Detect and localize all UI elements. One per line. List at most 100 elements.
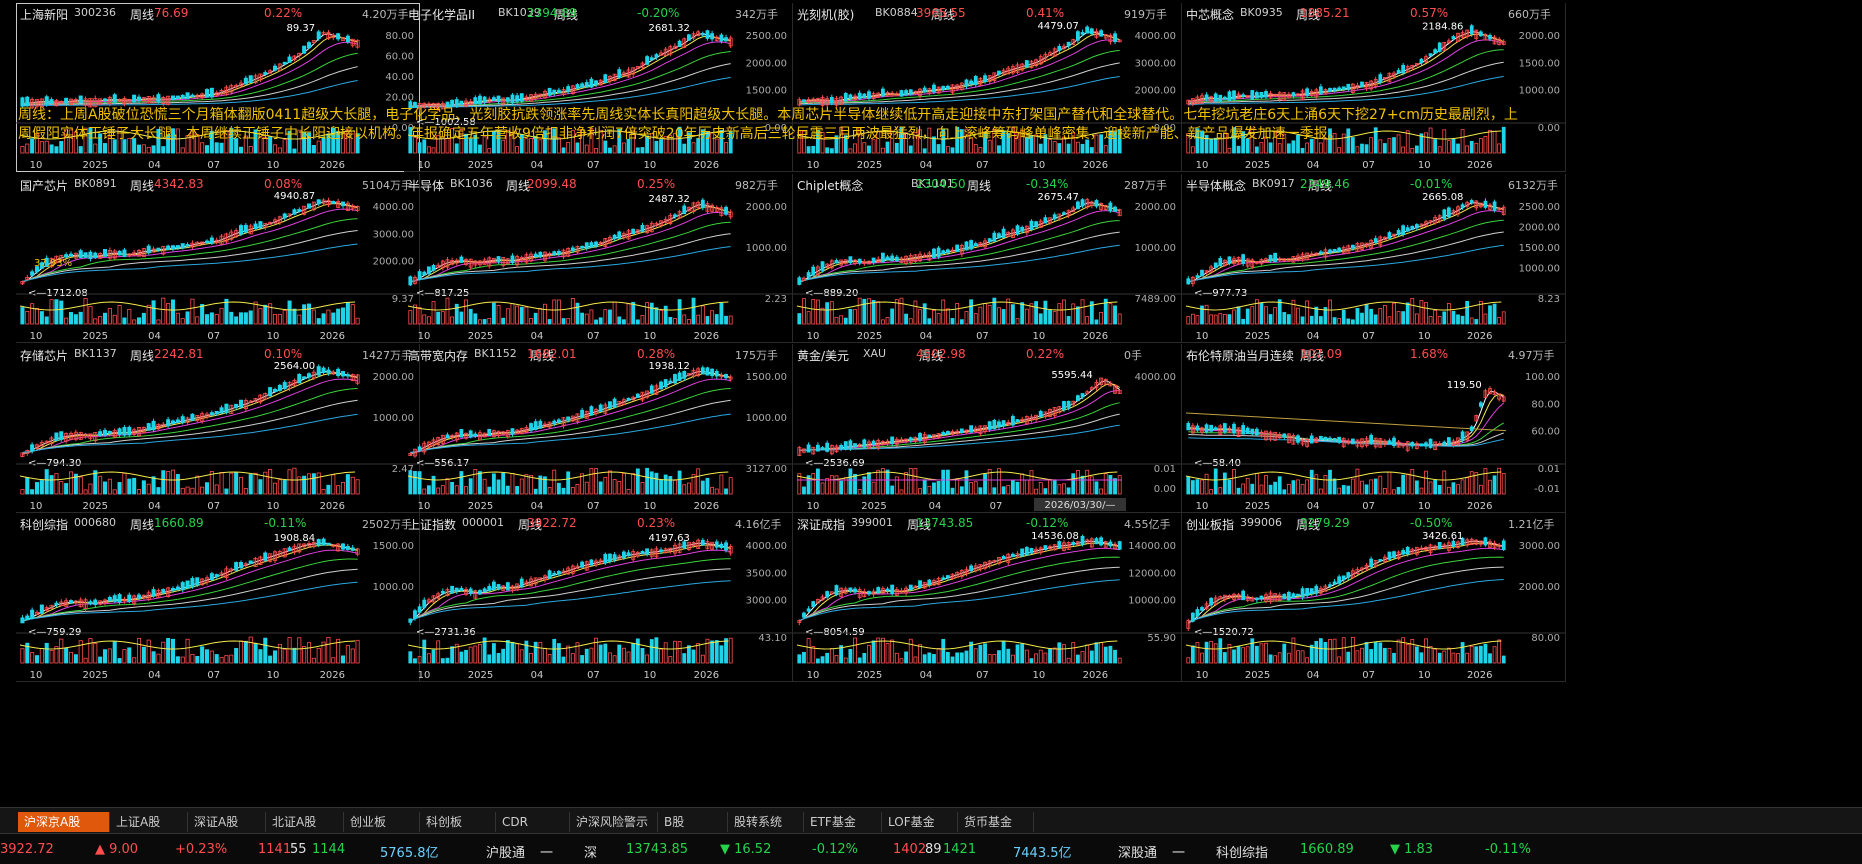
chart-panel[interactable]: 电子化学品II BK1039 周线 2394.89 -0.20% 342万手 2681.32… <box>404 3 793 172</box>
tab-market[interactable]: 货币基金 <box>958 812 1034 832</box>
tab-market[interactable]: 股转系统 <box>728 812 804 832</box>
candle-body <box>969 240 974 250</box>
candle-body <box>1446 40 1451 44</box>
chart-panel[interactable]: 光刻机(胶) BK0884 周线 3965.55 0.41% 919万手 4479.07 40… <box>793 3 1182 172</box>
chart-panel[interactable]: 深证成指 399001 周线 13743.85 -0.12% 4.55亿手 14536.08… <box>793 513 1182 682</box>
tab-market[interactable]: 北证A股 <box>266 812 344 832</box>
volume-bar <box>1071 132 1076 154</box>
candle-body <box>626 230 631 240</box>
tab-market[interactable]: 沪深风险警示 <box>570 812 658 832</box>
candle-body <box>1369 434 1374 444</box>
candle-body <box>321 367 326 374</box>
candle-body <box>834 585 839 595</box>
candle-body <box>454 99 459 107</box>
candle-body <box>180 94 185 99</box>
x-axis-label: 2026 <box>694 331 719 342</box>
candle-body <box>1108 202 1113 212</box>
tab-market[interactable]: 创业板 <box>344 812 420 832</box>
candle-body <box>820 261 825 271</box>
y-tick-label: 1500.00 <box>1519 58 1560 69</box>
candle-body <box>478 432 482 441</box>
volume-bar <box>580 129 585 154</box>
volume-bar <box>890 485 895 495</box>
candle-body <box>468 258 473 268</box>
panel-price: 4502.98 <box>916 347 966 361</box>
sgt-label[interactable]: 深股通 <box>1118 846 1158 861</box>
candle-body <box>151 248 156 253</box>
candle-body <box>141 248 146 258</box>
candle-body <box>829 260 834 269</box>
hgt-label[interactable]: 沪股通 <box>486 846 526 861</box>
volume-bar <box>649 639 654 664</box>
volume-bar <box>894 142 899 154</box>
sh-down-count: 1144 <box>312 842 346 857</box>
volume-tick-label: 0.01 <box>1538 464 1560 475</box>
candle-body <box>686 206 691 212</box>
y-tick-label: 4000.00 <box>1135 372 1176 383</box>
tab-market[interactable]: ETF基金 <box>804 812 882 832</box>
tab-market[interactable]: B股 <box>658 812 728 832</box>
candle-body <box>200 578 205 586</box>
chart-panel[interactable]: 中芯概念 BK0935 周线 1885.21 0.57% 660万手 2184.86 2000… <box>1182 3 1566 172</box>
ma-line <box>410 558 731 622</box>
chart-panel[interactable]: 半导体 BK1036 周线 2099.48 0.25% 982万手 2487.32 <—817… <box>404 174 793 343</box>
chart-panel[interactable]: 上证指数 000001 周线 3922.72 0.23% 4.16亿手 4197.63 <—2… <box>404 513 793 682</box>
candle-body <box>1360 567 1364 571</box>
tab-market[interactable]: 深证A股 <box>188 812 266 832</box>
volume-bar <box>1062 644 1066 664</box>
volume-bar <box>1382 305 1387 325</box>
candle-body <box>1497 544 1502 548</box>
candle-body <box>1218 425 1223 435</box>
candle-body <box>529 423 533 431</box>
candle-body <box>1346 245 1351 254</box>
tab-market[interactable]: LOF基金 <box>882 812 958 832</box>
candle-body <box>806 272 811 278</box>
tab-market[interactable]: 上证A股 <box>110 812 188 832</box>
chart-panel[interactable]: 上海新阳 300236 周线 76.69 0.22% 4.20万手 89.37 80.00 60… <box>16 3 420 172</box>
candle-body <box>1048 52 1052 57</box>
volume-bar <box>802 486 806 495</box>
candle-body <box>272 219 278 224</box>
candle-body <box>1245 95 1250 98</box>
candle-body <box>501 257 506 266</box>
panel-change-pct: 0.28% <box>637 347 676 361</box>
volume-bar <box>1089 476 1094 495</box>
tab-active-market[interactable]: 沪深京A股 <box>18 812 110 832</box>
candle-body <box>88 433 93 439</box>
tab-market[interactable]: 科创板 <box>420 812 496 832</box>
volume-bar <box>459 651 464 664</box>
volume-bar <box>190 653 195 664</box>
chart-panel[interactable]: 黄金/美元 XAU 周线 4502.98 0.22% 0手 5595.44 <—2536.69… <box>793 344 1182 513</box>
candle-body <box>880 88 885 97</box>
candle-body <box>1043 217 1048 224</box>
volume-bar <box>1369 479 1374 495</box>
volume-bar <box>1057 143 1062 154</box>
candle-body <box>224 403 229 413</box>
volume-ma <box>1185 640 1502 650</box>
volume-bar <box>1222 472 1227 495</box>
chart-panel[interactable]: 科创综指 000680 周线 1660.89 -0.11% 2502万手 1908.84 <—… <box>16 513 420 682</box>
candle-body <box>1195 609 1200 617</box>
volume-bar <box>932 654 936 664</box>
x-axis-label: 04 <box>920 331 933 342</box>
volume-bar <box>1318 142 1323 154</box>
volume-bar <box>1478 138 1483 154</box>
chart-panel[interactable]: 存储芯片 BK1137 周线 2242.81 0.10% 1427万手 2564.00 <—7… <box>16 344 420 513</box>
chart-panel[interactable]: 创业板指 399006 周线 3279.29 -0.50% 1.21亿手 3426.61 <—… <box>1182 513 1566 682</box>
candle-body <box>311 201 316 211</box>
chart-panel[interactable]: 半导体概念 BK0917 周线 2349.46 -0.01% 6132万手 2665.08 <… <box>1182 174 1566 343</box>
volume-bar <box>505 130 510 154</box>
candle-body <box>649 549 654 557</box>
chart-panel[interactable]: 国产芯片 BK0891 周线 4342.83 0.08% 5104万手 4940.87 <—1… <box>16 174 420 343</box>
tab-market[interactable]: CDR <box>496 812 570 832</box>
volume-bar <box>78 640 83 664</box>
candle-body <box>1024 225 1029 234</box>
candle-body <box>719 207 724 216</box>
candle-body <box>59 601 64 606</box>
chart-panel[interactable]: 布伦特原油当月连续 周线 107.09 1.68% 4.97万手 119.50 <—58.4… <box>1182 344 1566 513</box>
candle-body <box>1043 53 1048 61</box>
chart-panel[interactable]: Chiplet概念 BK1101 周线 2304.50 -0.34% 287万手 2675.… <box>793 174 1182 343</box>
ma-line <box>799 579 1120 621</box>
chart-panel[interactable]: 高带宽内存 BK1152 周线 1682.01 0.28% 175万手 1938.12 <—5… <box>404 344 793 513</box>
volume-bar <box>815 299 820 325</box>
